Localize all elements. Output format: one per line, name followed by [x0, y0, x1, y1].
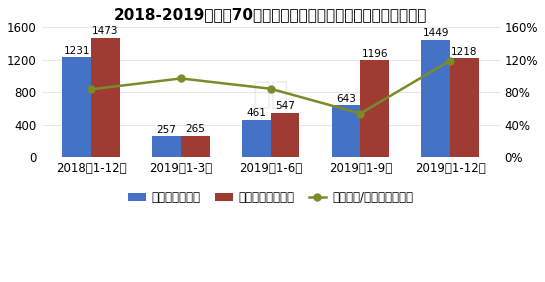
Text: 265: 265 — [185, 124, 205, 134]
Bar — [421, 39, 450, 157]
房企项目/供应商（右轴） — [357, 112, 364, 115]
Bar — [450, 58, 479, 157]
Title: 2018-2019年重点70城全装修房企项目及中标供应商变化趋势图: 2018-2019年重点70城全装修房企项目及中标供应商变化趋势图 — [114, 7, 427, 22]
Text: 1196: 1196 — [361, 49, 388, 59]
Bar — [271, 113, 299, 157]
Text: 547: 547 — [275, 101, 295, 111]
房企项目/供应商（右轴） — [447, 59, 453, 62]
Text: 1218: 1218 — [451, 47, 478, 57]
Bar — [152, 136, 181, 157]
房企项目/供应商（右轴） — [88, 88, 94, 91]
Text: 461: 461 — [246, 108, 266, 118]
房企项目/供应商（右轴） — [268, 87, 274, 91]
Bar — [360, 60, 389, 157]
Text: 1231: 1231 — [63, 46, 90, 56]
Text: 1449: 1449 — [422, 28, 449, 38]
Bar — [91, 38, 120, 157]
Text: 257: 257 — [156, 125, 177, 135]
Bar — [242, 120, 271, 157]
Bar — [181, 136, 210, 157]
Bar — [62, 57, 91, 157]
房企项目/供应商（右轴） — [178, 77, 184, 80]
Text: 1473: 1473 — [92, 26, 119, 36]
Text: 房宝: 房宝 — [252, 80, 289, 109]
Bar — [332, 105, 360, 157]
Legend: 房企项目（个）, 中标供应商（家）, 房企项目/供应商（右轴）: 房企项目（个）, 中标供应商（家）, 房企项目/供应商（右轴） — [123, 186, 418, 208]
Line: 房企项目/供应商（右轴）: 房企项目/供应商（右轴） — [88, 57, 453, 117]
Text: 643: 643 — [336, 94, 356, 103]
